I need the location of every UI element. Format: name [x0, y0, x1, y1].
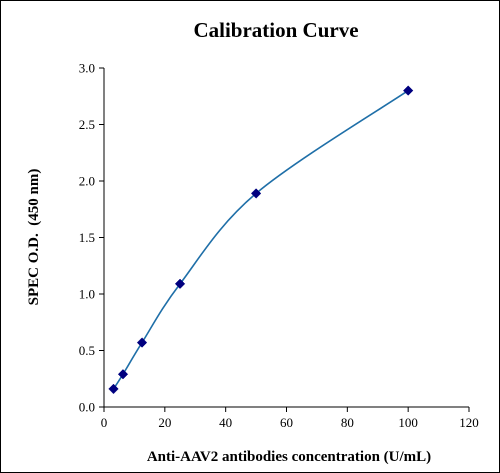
- x-tick-label: 120: [459, 415, 479, 430]
- data-point-marker: [136, 337, 148, 348]
- data-point-marker: [174, 278, 186, 289]
- data-point-marker: [403, 85, 414, 96]
- x-tick-label: 20: [158, 415, 171, 430]
- axes: 0 20 40 60 80 100 120 0.0 0.5 1.0 1.5 2.0 2.5 3.0: [79, 61, 479, 431]
- y-tick-label: 0.5: [79, 343, 95, 358]
- x-tick-label: 80: [341, 415, 354, 430]
- x-tick-label: 0: [101, 415, 108, 430]
- data-point-marker: [250, 188, 262, 199]
- x-tick-label: 60: [280, 415, 293, 430]
- x-axis-label: Anti-AAV2 antibodies concentration (U/mL…: [147, 449, 431, 465]
- y-axis-label: SPEC O.D. (450 nm): [26, 169, 42, 306]
- fit-curve-layer: [112, 89, 409, 390]
- y-tick-label: 3.0: [79, 61, 95, 76]
- y-tick-label: 1.0: [79, 287, 95, 302]
- data-point-marker: [108, 383, 119, 395]
- data-point-marker: [117, 369, 129, 380]
- y-tick-label: 2.0: [79, 174, 95, 189]
- fit-curve: [112, 89, 409, 390]
- x-tick-label: 100: [398, 415, 418, 430]
- y-tick-label: 0.0: [79, 400, 95, 415]
- y-tick-label: 1.5: [79, 230, 95, 245]
- chart-title: Calibration Curve: [193, 18, 358, 42]
- data-marker-layer: [108, 85, 414, 395]
- x-tick-label: 40: [219, 415, 232, 430]
- y-tick-label: 2.5: [79, 117, 95, 132]
